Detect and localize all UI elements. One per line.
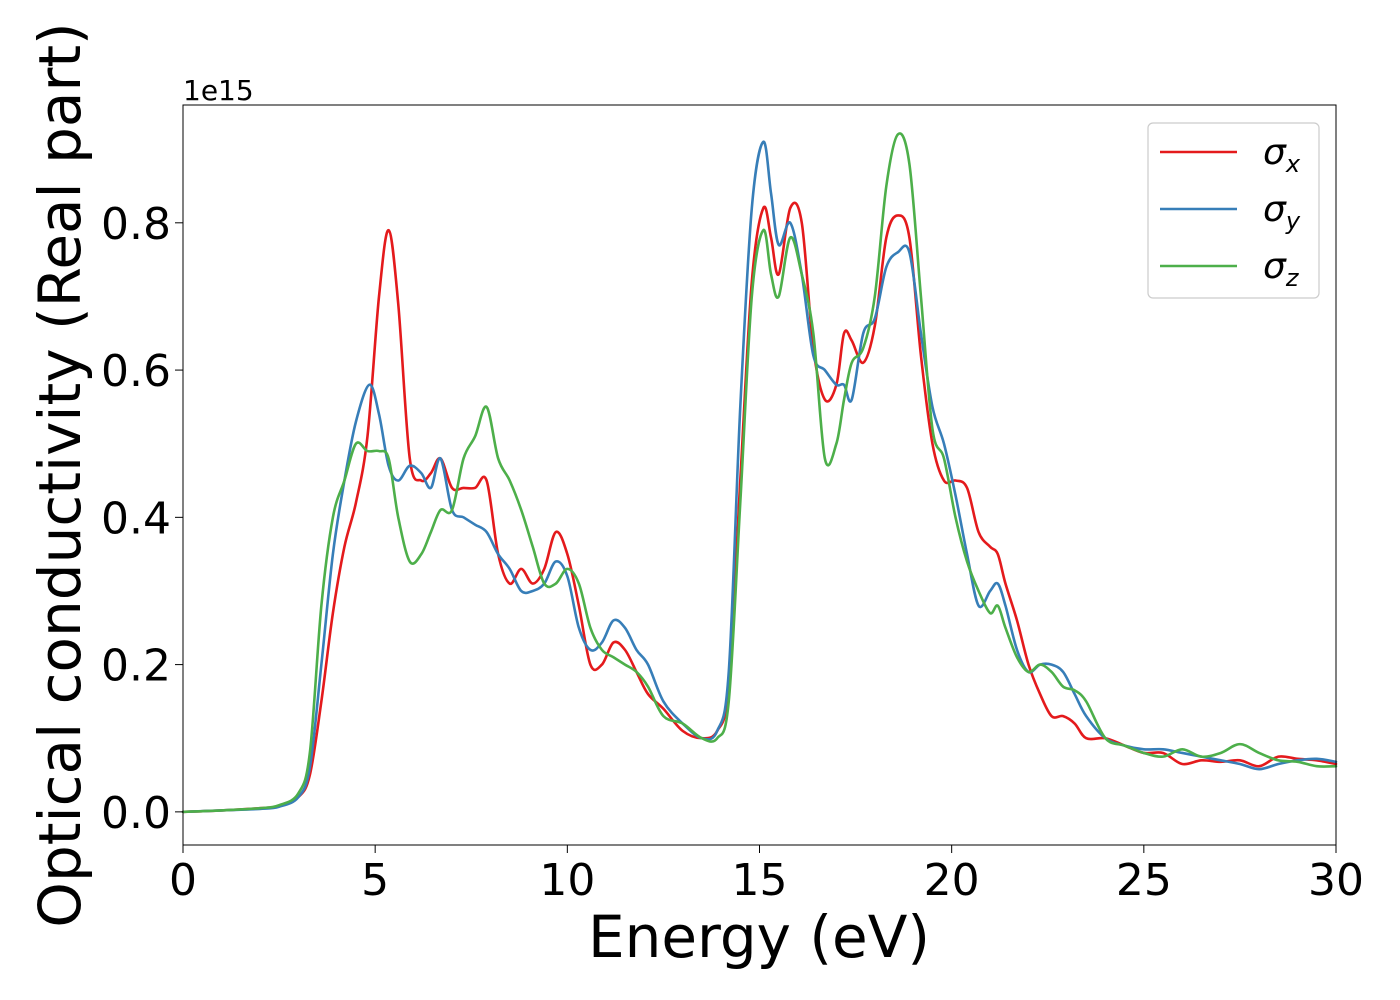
x-tick-label: 10 xyxy=(539,855,595,906)
legend-label-x: σx xyxy=(1263,132,1301,178)
y-tick-label: 0.4 xyxy=(101,493,171,544)
x-tick-label: 20 xyxy=(924,855,980,906)
legend-label-y: σy xyxy=(1263,189,1301,235)
x-tick-label: 25 xyxy=(1116,855,1172,906)
legend: σx σy σz xyxy=(1147,122,1320,299)
y-axis-ticks: 0.0 0.2 0.4 0.6 0.8 xyxy=(101,199,183,839)
x-tick-label: 0 xyxy=(169,855,197,906)
y-tick-label: 0.6 xyxy=(101,346,171,397)
y-tick-label: 0.0 xyxy=(101,788,171,839)
y-offset-label: 1e15 xyxy=(183,74,254,107)
series-layer xyxy=(181,132,1338,814)
legend-label-z: σz xyxy=(1263,246,1300,292)
x-tick-label: 5 xyxy=(361,855,389,906)
series-line-y xyxy=(181,140,1338,814)
series-line-z xyxy=(181,132,1338,814)
x-tick-label: 15 xyxy=(732,855,788,906)
y-tick-label: 0.8 xyxy=(101,199,171,250)
y-axis-label: Optical conductivity (Real part) xyxy=(26,22,94,927)
x-tick-label: 30 xyxy=(1308,855,1364,906)
x-axis-label: Energy (eV) xyxy=(588,903,930,971)
series-line-x xyxy=(181,201,1338,814)
x-axis-ticks: 0 5 10 15 20 25 30 xyxy=(169,845,1364,906)
y-tick-label: 0.2 xyxy=(101,641,171,692)
legend-box xyxy=(1147,122,1320,299)
